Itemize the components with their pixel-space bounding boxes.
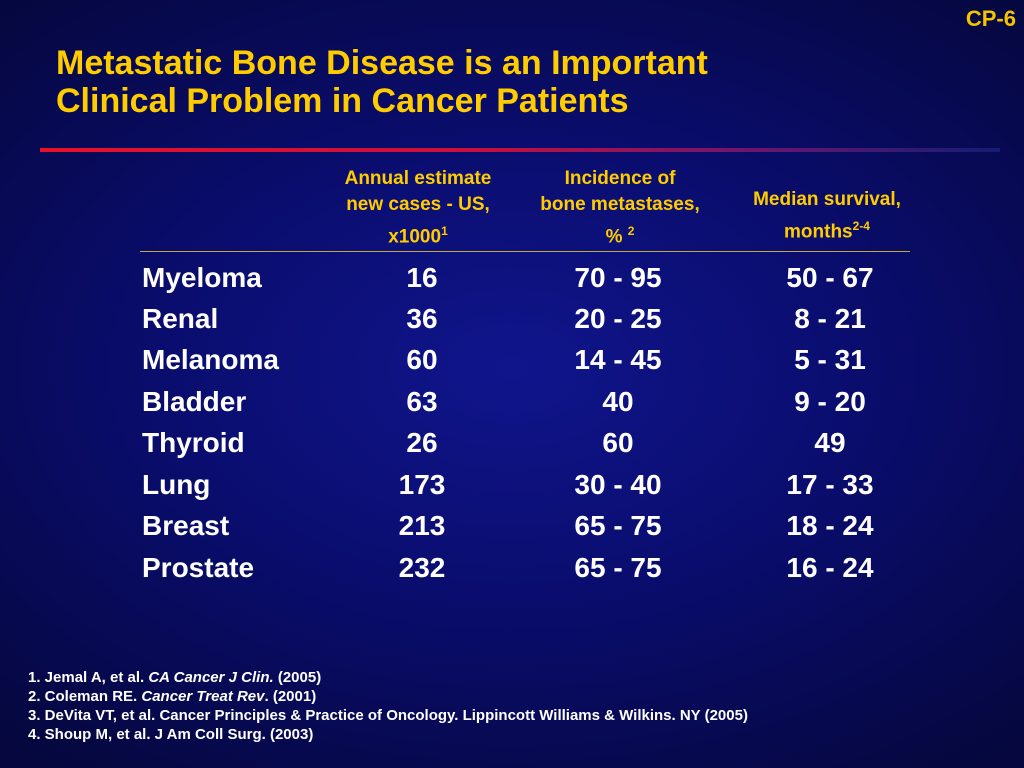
- annual-cases: 232: [398, 552, 446, 583]
- column-header-incidence: Incidence of bone metastases, % 2: [522, 166, 718, 250]
- median-survival: 49: [814, 427, 846, 458]
- slide-title: Metastatic Bone Disease is an Important …: [56, 44, 956, 120]
- table-row: Thyroid 26 60 49: [0, 427, 1024, 467]
- cancer-name: Breast: [142, 510, 230, 541]
- column-header-incidence-footnote: 2: [627, 224, 635, 238]
- reference-4-text: 4. Shoup M, et al. J Am Coll Surg. (2003…: [28, 726, 314, 743]
- cancer-name: Myeloma: [142, 262, 262, 293]
- annual-cases: 60: [406, 344, 438, 375]
- bone-metastases-incidence: 20 - 25: [574, 303, 662, 334]
- column-header-cases-line-1: Annual estimate: [344, 168, 492, 189]
- median-survival: 9 - 20: [794, 386, 866, 417]
- median-survival: 18 - 24: [786, 510, 874, 541]
- annual-cases: 173: [398, 469, 446, 500]
- bone-metastases-incidence: 14 - 45: [574, 344, 662, 375]
- median-survival: 8 - 21: [794, 303, 866, 334]
- table-header-divider: [140, 251, 910, 252]
- column-header-cases-line-2: new cases - US,: [346, 194, 490, 215]
- column-header-survival: Median survival, months2-4: [722, 187, 932, 245]
- slide-id-label: CP-6: [965, 6, 1016, 31]
- reference-1: 1. Jemal A, et al. CA Cancer J Clin. (20…: [28, 668, 748, 687]
- column-header-survival-line-2: months: [784, 221, 853, 243]
- bone-metastases-incidence: 60: [602, 427, 634, 458]
- table-row: Lung 173 30 - 40 17 - 33: [0, 469, 1024, 509]
- table-row: Renal 36 20 - 25 8 - 21: [0, 303, 1024, 343]
- reference-1-text: 1. Jemal A, et al.: [28, 669, 149, 686]
- annual-cases: 36: [406, 303, 438, 334]
- reference-2-text: 2. Coleman RE.: [28, 688, 142, 705]
- annual-cases: 63: [406, 386, 438, 417]
- bone-metastases-incidence: 70 - 95: [574, 262, 662, 293]
- bone-metastases-incidence: 65 - 75: [574, 510, 662, 541]
- table-row: Breast 213 65 - 75 18 - 24: [0, 510, 1024, 550]
- bone-metastases-incidence: 30 - 40: [574, 469, 662, 500]
- table-row: Myeloma 16 70 - 95 50 - 67: [0, 262, 1024, 302]
- cancer-name: Renal: [142, 303, 219, 334]
- table-row: Melanoma 60 14 - 45 5 - 31: [0, 344, 1024, 384]
- column-header-cases-footnote: 1: [441, 224, 448, 238]
- reference-2-journal: Cancer Treat Rev: [141, 688, 265, 705]
- median-survival: 5 - 31: [794, 344, 866, 375]
- bone-metastases-incidence: 40: [602, 386, 634, 417]
- column-header-survival-footnote: 2-4: [852, 219, 870, 233]
- cancer-name: Thyroid: [142, 427, 245, 458]
- title-line-2: Clinical Problem in Cancer Patients: [56, 82, 629, 120]
- median-survival: 50 - 67: [786, 262, 874, 293]
- references: 1. Jemal A, et al. CA Cancer J Clin. (20…: [28, 668, 748, 744]
- cancer-name: Melanoma: [142, 344, 279, 375]
- reference-3-text: 3. DeVita VT, et al. Cancer Principles &…: [28, 707, 748, 724]
- reference-4: 4. Shoup M, et al. J Am Coll Surg. (2003…: [28, 725, 748, 744]
- column-header-incidence-line-3: %: [605, 226, 623, 248]
- cancer-name: Bladder: [142, 386, 247, 417]
- column-header-cases: Annual estimate new cases - US, x10001: [318, 166, 518, 250]
- cancer-name: Lung: [142, 469, 211, 500]
- cancer-name: Prostate: [142, 552, 255, 583]
- title-line-1: Metastatic Bone Disease is an Important: [56, 44, 708, 82]
- reference-1-journal: CA Cancer J Clin.: [148, 669, 274, 686]
- column-header-cases-line-3: x1000: [388, 226, 442, 248]
- annual-cases: 16: [406, 262, 438, 293]
- reference-2-year: . (2001): [264, 688, 317, 705]
- column-header-incidence-line-2: bone metastases,: [540, 194, 700, 215]
- reference-3: 3. DeVita VT, et al. Cancer Principles &…: [28, 706, 748, 725]
- title-divider: [40, 148, 1000, 152]
- median-survival: 17 - 33: [786, 469, 874, 500]
- table-row: Prostate 232 65 - 75 16 - 24: [0, 552, 1024, 592]
- bone-metastases-incidence: 65 - 75: [574, 552, 662, 583]
- reference-1-year: (2005): [273, 669, 322, 686]
- column-header-incidence-line-1: Incidence of: [564, 168, 676, 189]
- column-header-survival-line-1: Median survival,: [753, 189, 901, 210]
- table-row: Bladder 63 40 9 - 20: [0, 386, 1024, 426]
- annual-cases: 213: [398, 510, 446, 541]
- median-survival: 16 - 24: [786, 552, 874, 583]
- annual-cases: 26: [406, 427, 438, 458]
- reference-2: 2. Coleman RE. Cancer Treat Rev. (2001): [28, 687, 748, 706]
